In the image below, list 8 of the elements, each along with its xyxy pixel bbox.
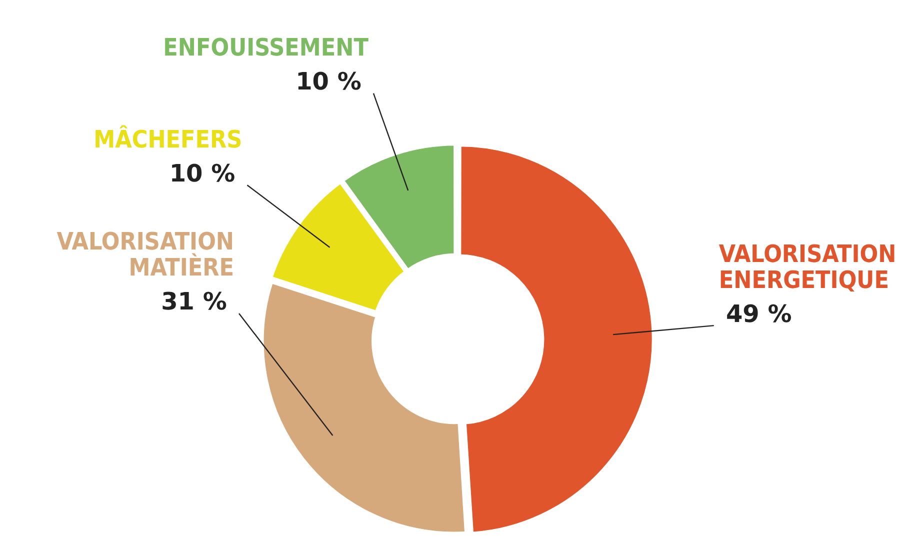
data-label: 10 % [296, 68, 362, 96]
slice-label: VALORISATION ENERGETIQUE [718, 240, 896, 294]
slice-label: MÂCHEFERS [94, 124, 242, 154]
slice-label: ENFOUISSEMENT [163, 34, 369, 62]
data-label: 31 % [161, 288, 227, 316]
data-label: 49 % [726, 300, 792, 328]
data-label: 10 % [169, 159, 236, 188]
slice-label: VALORISATION MATIÈRE [56, 228, 234, 282]
